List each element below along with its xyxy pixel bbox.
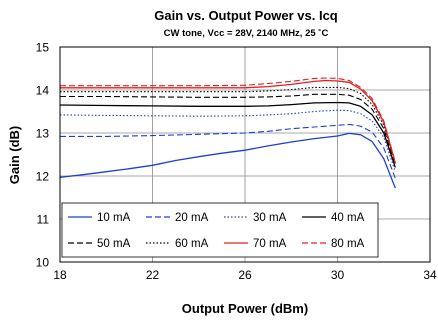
y-tick-label: 15	[36, 41, 50, 55]
series-line-70-ma	[60, 79, 396, 164]
series-line-20-ma	[60, 123, 396, 179]
tick-labels: 18 22 26 30 34 10 11 12 13 14 15	[36, 41, 437, 283]
x-tick-label: 30	[331, 268, 345, 282]
chart-title: Gain vs. Output Power vs. Icq	[154, 8, 338, 23]
legend-label: 40 mA	[331, 212, 365, 224]
series-line-30-ma	[59, 109, 396, 172]
series-line-80-ma	[60, 77, 396, 163]
legend-label: 60 mA	[175, 238, 209, 250]
legend-label: 50 mA	[97, 238, 131, 250]
legend-label: 20 mA	[175, 212, 209, 224]
series-line-60-ma	[60, 86, 396, 165]
legend: 10 mA 20 mA 30 mA 40 mA 50 mA 60 mA 70 mA 80 mA	[61, 202, 379, 258]
series-line-50-ma	[60, 93, 396, 166]
legend-label: 80 mA	[331, 238, 365, 250]
y-tick-label: 14	[36, 84, 50, 98]
legend-label: 10 mA	[97, 212, 131, 224]
x-axis-label: Output Power (dBm)	[182, 301, 308, 316]
y-axis-label: Gain (dB)	[7, 126, 22, 185]
x-tick-label: 26	[238, 268, 252, 282]
series-layer	[59, 77, 396, 189]
legend-label: 30 mA	[253, 212, 287, 224]
series-line-10-ma	[59, 132, 396, 189]
x-tick-label: 22	[146, 268, 160, 282]
y-tick-label: 10	[36, 256, 50, 270]
legend-label: 70 mA	[253, 238, 287, 250]
y-tick-label: 12	[36, 170, 50, 184]
x-tick-label: 18	[53, 268, 67, 282]
legend-box	[61, 202, 379, 258]
x-tick-label: 34	[423, 268, 437, 282]
plot-frame	[59, 46, 431, 263]
chart-subtitle: CW tone, Vcc = 28V, 2140 MHz, 25 ˚C	[164, 28, 329, 39]
y-tick-label: 11	[37, 213, 50, 227]
y-tick-label: 13	[36, 127, 50, 141]
series-line-40-ma	[59, 101, 396, 168]
